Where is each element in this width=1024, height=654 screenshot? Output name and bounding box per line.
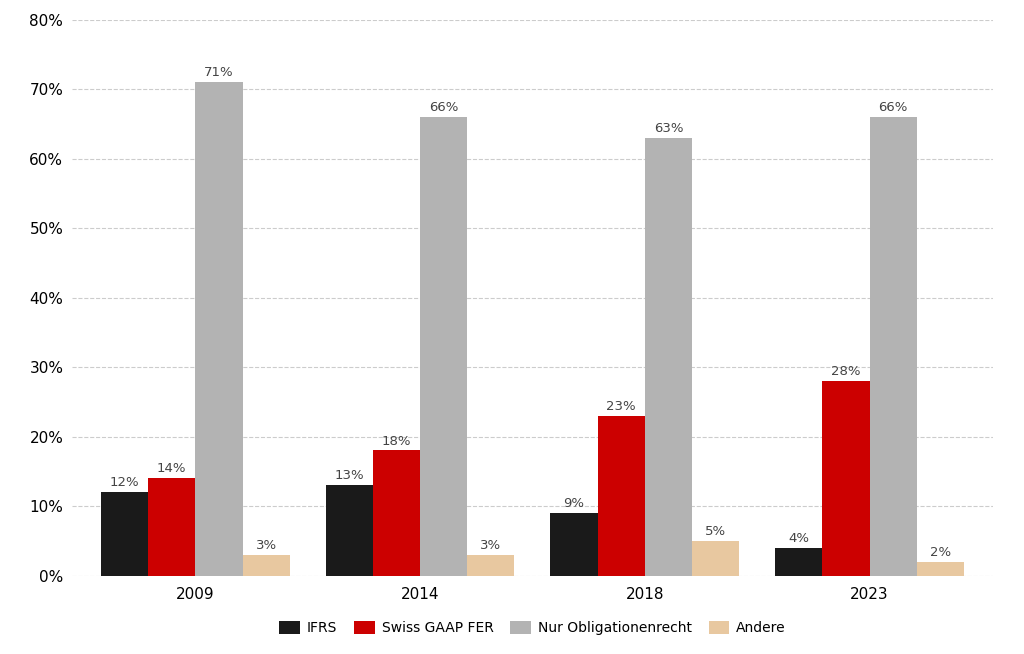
Bar xyxy=(373,451,420,576)
Text: 13%: 13% xyxy=(335,470,365,483)
Text: 66%: 66% xyxy=(429,101,459,114)
Text: 66%: 66% xyxy=(879,101,908,114)
Bar xyxy=(467,555,514,576)
Bar xyxy=(822,381,869,576)
Bar xyxy=(692,541,739,576)
Text: 4%: 4% xyxy=(788,532,809,545)
Text: 23%: 23% xyxy=(606,400,636,413)
Bar xyxy=(420,117,467,576)
Text: 12%: 12% xyxy=(110,476,139,489)
Text: 3%: 3% xyxy=(480,539,502,552)
Text: 14%: 14% xyxy=(157,462,186,475)
Bar xyxy=(916,562,964,576)
Text: 63%: 63% xyxy=(653,122,683,135)
Text: 28%: 28% xyxy=(831,365,861,378)
Bar xyxy=(101,492,148,576)
Bar xyxy=(243,555,290,576)
Text: 5%: 5% xyxy=(706,525,726,538)
Bar xyxy=(598,416,645,576)
Bar xyxy=(196,82,243,576)
Bar xyxy=(869,117,916,576)
Text: 3%: 3% xyxy=(256,539,276,552)
Legend: IFRS, Swiss GAAP FER, Nur Obligationenrecht, Andere: IFRS, Swiss GAAP FER, Nur Obligationenre… xyxy=(273,615,792,641)
Text: 18%: 18% xyxy=(382,435,412,447)
Bar xyxy=(326,485,373,576)
Bar xyxy=(775,548,822,576)
Text: 2%: 2% xyxy=(930,546,951,559)
Bar xyxy=(148,478,196,576)
Text: 71%: 71% xyxy=(204,66,233,79)
Bar xyxy=(645,138,692,576)
Text: 9%: 9% xyxy=(563,497,585,510)
Bar xyxy=(551,513,598,576)
